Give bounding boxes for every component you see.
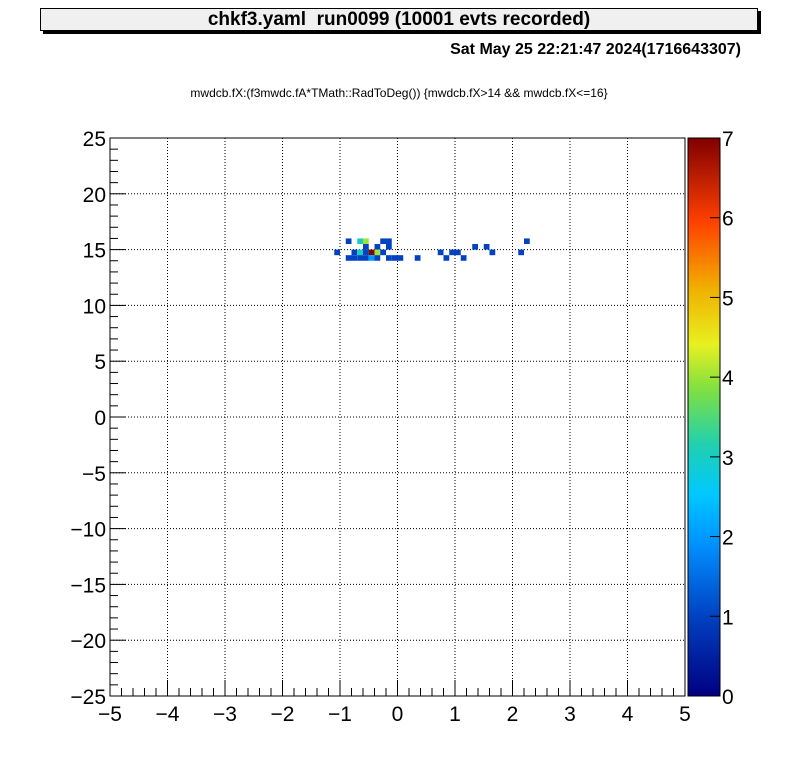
y-tick-label: 5: [94, 351, 106, 374]
x-tick-label: −5: [98, 703, 122, 726]
grid-lines: [110, 138, 685, 696]
heatmap-cell: [357, 249, 363, 256]
histogram-title: mwdcb.fX:(f3mwdc.fA*TMath::RadToDeg()) {…: [190, 86, 608, 100]
colorbar-tick-label: 6: [722, 208, 734, 231]
heatmap-cell: [386, 238, 392, 245]
y-tick-label: 25: [83, 128, 106, 151]
heatmap-cell: [363, 244, 369, 250]
heatmap-cell: [397, 255, 404, 261]
x-tick-label: 3: [564, 703, 576, 726]
heatmap-cell: [391, 255, 398, 261]
heatmap-cell: [351, 249, 358, 256]
colorbar-tick-label: 1: [722, 606, 734, 629]
heatmap-cell: [414, 255, 421, 261]
colorbar-tick-label: 3: [722, 447, 734, 470]
heatmap-cell: [483, 244, 490, 250]
heatmap-cell: [386, 255, 392, 261]
heatmap-cell: [380, 249, 386, 256]
heatmap-cell: [455, 249, 461, 256]
colorbar-tick-label: 7: [722, 128, 734, 151]
x-tick-label: 1: [449, 703, 461, 726]
canvas-title-text: chkf3.yaml run0099 (10001 evts recorded): [207, 8, 591, 30]
colorbar-tick-label: 4: [722, 367, 734, 390]
colorbar: [687, 137, 721, 697]
canvas-title: chkf3.yaml run0099 (10001 evts recorded): [40, 8, 758, 31]
x-axis-tick-labels: −5 −4 −3 −2 −1 0 1 2 3 4 5: [98, 703, 691, 726]
heatmap-cells: [334, 238, 530, 261]
x-tick-label: −4: [156, 703, 180, 726]
y-tick-label: 20: [83, 184, 106, 207]
heatmap-cell: [374, 249, 381, 256]
y-tick-label: −10: [70, 519, 106, 542]
heatmap-cell: [334, 249, 340, 256]
y-tick-label: 15: [83, 240, 106, 263]
y-tick-label: 0: [94, 407, 106, 430]
datestamp: Sat May 25 22:21:47 2024(1716643307): [450, 41, 741, 58]
x-tick-label: −3: [213, 703, 237, 726]
heatmap-cell: [345, 255, 352, 261]
x-tick-label: 2: [507, 703, 519, 726]
x-tick-label: 0: [392, 703, 404, 726]
heatmap-cell: [518, 249, 524, 256]
x-tick-label: −1: [328, 703, 352, 726]
y-tick-label: 10: [83, 295, 106, 318]
heatmap-cell: [489, 249, 496, 256]
heatmap-cell: [437, 249, 444, 256]
heatmap-cell: [374, 255, 381, 261]
heatmap-cell: [368, 249, 375, 256]
y-tick-label: −20: [70, 630, 106, 653]
heatmap-cell: [374, 244, 381, 250]
heatmap-cell: [363, 255, 369, 261]
heatmap-cell: [345, 238, 352, 245]
colorbar-tick-label: 5: [722, 287, 734, 310]
heatmap-cell: [380, 238, 386, 245]
heatmap-cell: [368, 255, 375, 261]
y-tick-label: −25: [70, 686, 106, 709]
heatmap-cell: [449, 249, 455, 256]
heatmap-cell: [472, 244, 478, 250]
colorbar-tick-label: 0: [722, 686, 734, 709]
axis-ticks: [109, 137, 686, 697]
heatmap-cell: [363, 238, 369, 245]
heatmap-cell: [357, 238, 363, 245]
x-tick-label: 4: [622, 703, 634, 726]
x-tick-label: 5: [679, 703, 691, 726]
heatmap-cell: [524, 238, 530, 245]
heatmap-cell: [351, 255, 358, 261]
y-axis-tick-labels: −25 −20 −15 −10 −5 0 5 10 15 20 25: [70, 128, 106, 709]
heatmap-cell: [357, 255, 363, 261]
colorbar-tick-label: 2: [722, 527, 734, 550]
x-tick-label: −2: [271, 703, 295, 726]
y-tick-label: −15: [70, 574, 106, 597]
heatmap-cell: [443, 255, 450, 261]
heatmap-cell: [460, 255, 467, 261]
heatmap-cell: [386, 244, 392, 250]
y-tick-label: −5: [82, 463, 106, 486]
colorbar-tick-labels: 0 1 2 3 4 5 6 7: [710, 128, 734, 709]
heatmap-cell: [363, 249, 369, 256]
